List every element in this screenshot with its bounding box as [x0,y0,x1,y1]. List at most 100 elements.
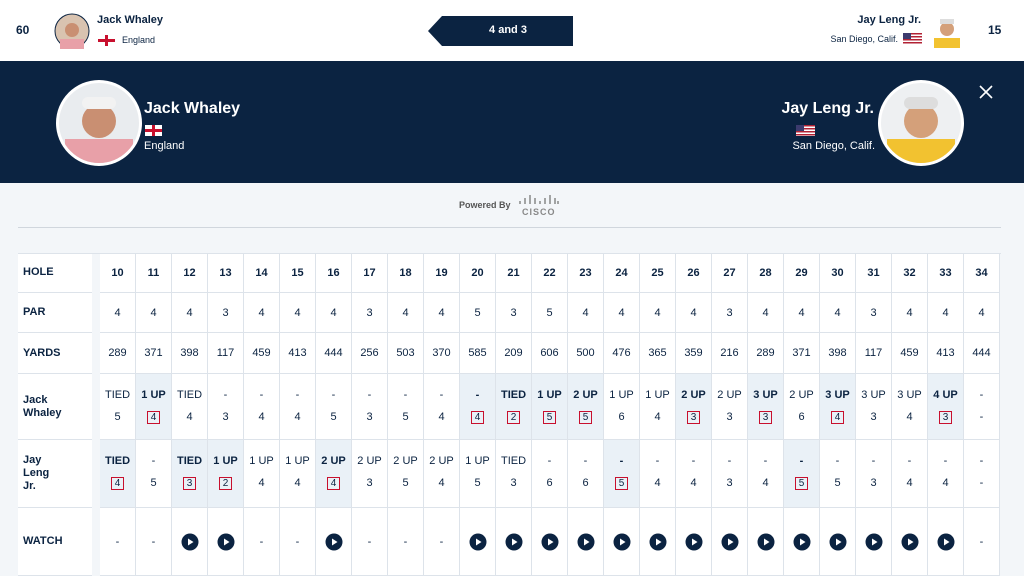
cell: 5 [532,293,568,333]
player-name: Jack Whaley [144,100,241,117]
hole-number: 17 [363,266,376,279]
play-button[interactable] [613,533,631,551]
match-status: 1 UP [249,455,274,467]
cell: 21 [496,253,532,293]
yards: 459 [900,347,919,359]
cell: 289 [748,333,784,374]
par: 4 [438,306,445,319]
seed: 15 [988,23,1002,37]
cell: 476 [604,333,640,374]
cell: 4 [964,293,1000,333]
cell: 15 [280,253,316,293]
cell: 444 [964,333,1000,374]
cell: -5 [604,440,640,508]
match-status: - [547,455,552,467]
row-label: Jack Whaley [18,374,92,440]
cell [892,508,928,576]
no-video: - [439,535,444,548]
cell: -4 [280,374,316,440]
score: 4 [906,477,913,489]
score: 4 [654,477,661,489]
hole-number: 16 [327,266,340,279]
cell [460,508,496,576]
cell [568,508,604,576]
cell: 1 UP 4 [244,440,280,508]
score: 4 [327,477,340,490]
cell: 444 [316,333,352,374]
cell: - [964,508,1000,576]
cell: -6 [568,440,604,508]
play-button[interactable] [793,533,811,551]
play-button[interactable] [577,533,595,551]
cell: -3 [856,440,892,508]
cell: 23 [568,253,604,293]
yards: 459 [252,347,271,359]
yards: 370 [432,347,451,359]
yards: 500 [576,347,595,359]
cell: 30 [820,253,856,293]
cell [316,508,352,576]
score: 3 [687,411,700,424]
yards: 256 [360,347,379,359]
play-button[interactable] [901,533,919,551]
close-button[interactable] [979,85,993,99]
play-button[interactable] [217,533,235,551]
match-status: 1 UP [141,389,166,401]
par: 3 [510,306,517,319]
cell: 19 [424,253,460,293]
cell: -5 [388,374,424,440]
play-button[interactable] [541,533,559,551]
cell: 10 [100,253,136,293]
cell: 4 [388,293,424,333]
par: 3 [366,306,373,319]
hole-number: 15 [291,266,304,279]
cell: 606 [532,333,568,374]
play-button[interactable] [685,533,703,551]
play-button[interactable] [865,533,883,551]
score: 3 [939,411,952,424]
country: England [144,140,185,152]
play-button[interactable] [937,533,955,551]
row-label: PAR [18,293,92,333]
score: 2 [219,477,232,490]
cell [856,508,892,576]
cell: 4 UP 3 [928,374,964,440]
cell: - [244,508,280,576]
match-status: 1 UP [285,455,310,467]
par: 4 [798,306,805,319]
cell [604,508,640,576]
flag [145,125,162,136]
play-button[interactable] [757,533,775,551]
no-video: - [367,535,372,548]
hole-number: 19 [435,266,448,279]
par: 4 [906,306,913,319]
play-button[interactable] [325,533,343,551]
yards: 117 [216,347,235,359]
score: 4 [438,477,445,489]
yards: 398 [828,347,847,359]
cell: -3 [352,374,388,440]
play-button[interactable] [469,533,487,551]
cell: 1 UP 2 [208,440,244,508]
cell: -3 [712,440,748,508]
avatar [934,19,960,48]
play-button[interactable] [829,533,847,551]
cell: 28 [748,253,784,293]
cell: -4 [928,440,964,508]
row-label: HOLE [18,253,92,293]
cell: - [388,508,424,576]
par: 4 [690,306,697,319]
row-label-text: HOLE [23,266,54,278]
play-button[interactable] [505,533,523,551]
cell: -4 [892,440,928,508]
cell: 216 [712,333,748,374]
cell [640,508,676,576]
play-button[interactable] [649,533,667,551]
play-button[interactable] [721,533,739,551]
cell: 4 [604,293,640,333]
match-status: - [367,389,372,401]
match-status: - [331,389,336,401]
play-button[interactable] [181,533,199,551]
match-status: TIED [176,455,203,467]
row-label-text: Jay Leng Jr. [23,454,50,492]
